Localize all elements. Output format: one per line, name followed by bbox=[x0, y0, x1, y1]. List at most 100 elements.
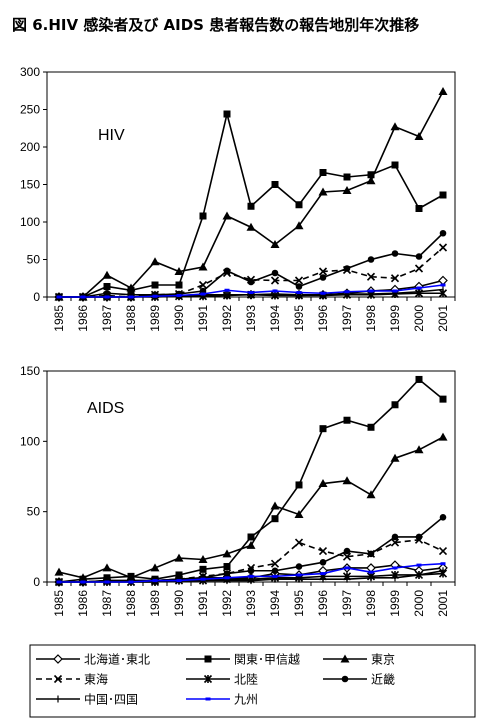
series-6 bbox=[55, 513, 447, 586]
data-point bbox=[318, 267, 328, 276]
data-point bbox=[247, 533, 255, 541]
data-point bbox=[150, 257, 160, 266]
y-tick-label: 100 bbox=[20, 434, 40, 448]
data-point bbox=[296, 291, 302, 294]
data-point bbox=[271, 567, 279, 575]
legend-entry: 関東･甲信越 bbox=[186, 653, 300, 667]
x-tick-label: 2001 bbox=[436, 305, 450, 332]
data-point bbox=[368, 570, 374, 574]
data-point bbox=[392, 289, 398, 293]
legend-label: 東海 bbox=[84, 672, 108, 687]
data-point bbox=[295, 201, 303, 209]
legend-marker bbox=[53, 674, 63, 684]
data-point bbox=[294, 221, 304, 230]
x-tick-label: 1986 bbox=[76, 305, 90, 332]
data-point bbox=[366, 272, 376, 281]
data-point bbox=[176, 579, 182, 583]
legend-entry: 中国･四国 bbox=[36, 692, 138, 707]
data-point bbox=[367, 256, 375, 263]
x-tick-label: 1986 bbox=[76, 590, 90, 617]
x-tick-label: 1995 bbox=[292, 305, 306, 332]
data-point bbox=[152, 294, 158, 298]
data-point bbox=[224, 576, 230, 580]
chart-panel-aids: 0 50 100 150 1985 1986 1987 1988 1989 1990 1991 199… bbox=[20, 364, 456, 617]
data-point bbox=[175, 281, 183, 289]
data-point bbox=[439, 191, 447, 199]
legend-label: 北陸 bbox=[234, 673, 258, 687]
x-tick-label: 1992 bbox=[220, 305, 234, 332]
legend-box bbox=[29, 644, 476, 718]
data-point bbox=[223, 570, 231, 577]
data-point bbox=[318, 479, 328, 488]
legend-label: 九州 bbox=[234, 693, 258, 707]
legend-marker bbox=[341, 675, 349, 683]
x-tick-label: 1985 bbox=[52, 305, 66, 332]
y-tick-label: 50 bbox=[27, 253, 41, 267]
data-point bbox=[439, 513, 447, 521]
x-tick-label: 1987 bbox=[100, 305, 114, 332]
data-point bbox=[320, 572, 326, 576]
y-tick-label: 150 bbox=[20, 364, 40, 378]
data-point bbox=[104, 580, 110, 584]
legend-marker bbox=[53, 654, 63, 664]
data-point bbox=[343, 547, 351, 555]
data-point bbox=[344, 566, 350, 570]
data-point bbox=[319, 559, 327, 566]
data-point bbox=[416, 286, 422, 290]
panel-label: AIDS bbox=[87, 400, 124, 417]
data-point bbox=[198, 262, 208, 271]
data-point bbox=[295, 563, 303, 570]
legend-marker bbox=[205, 697, 211, 701]
data-point bbox=[126, 283, 136, 292]
data-point bbox=[318, 546, 328, 556]
data-point bbox=[391, 401, 399, 409]
x-tick-label: 1995 bbox=[292, 590, 306, 617]
y-tick-label: 0 bbox=[33, 575, 40, 589]
data-point bbox=[56, 580, 62, 584]
series-3 bbox=[54, 87, 448, 301]
data-point bbox=[342, 476, 352, 485]
data-point bbox=[294, 276, 304, 285]
series-8 bbox=[56, 283, 446, 299]
data-point bbox=[223, 110, 231, 118]
data-point bbox=[128, 295, 134, 299]
data-point bbox=[318, 187, 328, 196]
data-point bbox=[414, 445, 424, 454]
data-point bbox=[80, 295, 86, 299]
data-point bbox=[224, 288, 230, 292]
data-point bbox=[319, 169, 327, 176]
data-point bbox=[295, 283, 303, 290]
data-point bbox=[367, 423, 375, 431]
y-tick-label: 150 bbox=[20, 178, 40, 192]
data-point bbox=[367, 550, 375, 558]
data-point bbox=[367, 171, 375, 179]
data-point bbox=[200, 292, 206, 296]
x-tick-label: 1989 bbox=[148, 590, 162, 617]
data-point bbox=[174, 267, 184, 275]
x-tick-label: 1997 bbox=[340, 590, 354, 617]
data-point bbox=[247, 567, 255, 575]
legend-entry: 北陸 bbox=[186, 673, 258, 687]
data-point bbox=[415, 205, 423, 212]
data-point bbox=[438, 87, 448, 95]
x-tick-label: 1998 bbox=[364, 305, 378, 332]
series-8 bbox=[56, 562, 446, 584]
x-tick-label: 1997 bbox=[340, 305, 354, 332]
y-tick-label: 300 bbox=[20, 65, 40, 79]
data-point bbox=[390, 122, 400, 131]
data-point bbox=[270, 501, 280, 510]
data-point bbox=[271, 515, 279, 523]
data-point bbox=[415, 253, 423, 260]
data-point bbox=[246, 540, 256, 549]
x-tick-label: 1998 bbox=[364, 590, 378, 617]
x-tick-label: 2000 bbox=[412, 305, 426, 332]
data-point bbox=[366, 176, 376, 185]
chart-panel-hiv: 0 50 100 150 200 250 300 1985 1986 1987 1988 1989 19… bbox=[20, 65, 456, 332]
x-tick-label: 1990 bbox=[172, 305, 186, 332]
data-point bbox=[271, 269, 279, 277]
legend-entry: 東海 bbox=[36, 672, 108, 687]
x-tick-label: 1988 bbox=[124, 590, 138, 617]
data-point bbox=[247, 202, 255, 210]
